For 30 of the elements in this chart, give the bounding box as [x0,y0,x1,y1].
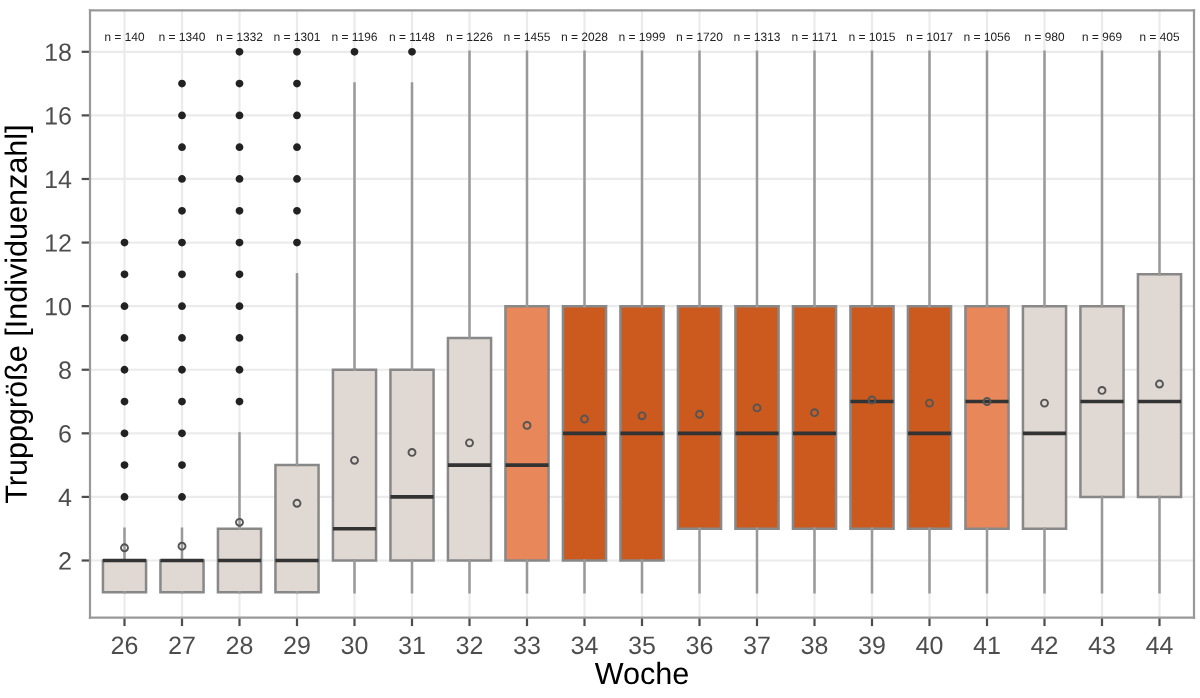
y-tick-label: 16 [46,106,71,125]
y-tick-label: 6 [59,424,71,443]
x-tick-label: 38 [801,636,828,655]
x-tick-label: 28 [226,636,253,655]
x-tick-label: 36 [686,636,713,655]
y-tick-label: 4 [58,488,72,506]
y-tick-label: 18 [46,43,71,62]
x-tick-label: 29 [284,636,310,655]
x-tick-label: 26 [111,636,138,655]
y-axis-title: Truppgröße [Individuenzahl] [4,126,34,504]
x-tick-label: 34 [571,636,598,655]
x-tick-label: 42 [1031,636,1058,654]
x-tick-label: 40 [916,636,943,655]
y-tick-label: 14 [46,170,72,189]
x-tick-label: 33 [514,636,540,655]
x-tick-label: 41 [973,636,1000,654]
x-tick-label: 39 [859,636,885,655]
y-tick-label: 2 [59,552,71,570]
x-tick-label: 35 [629,636,655,655]
x-tick-label: 30 [341,636,368,655]
y-tick-label: 12 [46,234,71,252]
y-tick-label: 10 [46,297,71,316]
x-tick-label: 32 [456,636,483,655]
y-tick-label: 8 [59,361,71,380]
x-tick-label: 44 [1146,636,1173,654]
x-tick-label: 43 [1088,636,1115,655]
x-tick-label: 37 [744,636,770,655]
x-tick-label: 27 [169,636,195,654]
x-tick-label: 31 [399,636,425,655]
x-axis-title: Woche [594,661,688,685]
